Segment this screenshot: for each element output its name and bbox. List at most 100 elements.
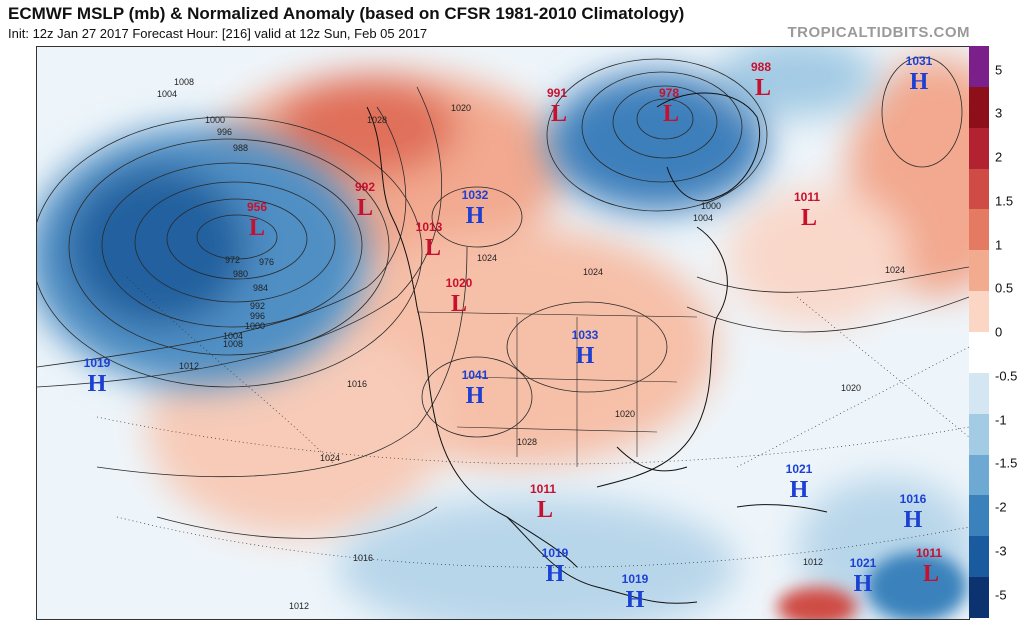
low-symbol: L	[923, 561, 939, 587]
high-symbol: H	[546, 561, 565, 587]
isobar-label: 1012	[803, 557, 823, 567]
high-symbol: H	[626, 587, 645, 613]
isobar-label: 1024	[885, 265, 905, 275]
coastline-cuba	[736, 504, 828, 513]
high-pressure-value: 1019	[622, 572, 649, 586]
isobar-label: 1016	[347, 379, 367, 389]
isobar	[134, 181, 336, 303]
colorbar-swatch	[969, 46, 989, 88]
colorbar-swatch	[969, 250, 989, 292]
colorbar-swatch	[969, 495, 989, 537]
isobar-label: 976	[259, 257, 274, 267]
isobar-label: 980	[233, 269, 248, 279]
lat-lon-grid	[96, 276, 969, 568]
low-symbol: L	[551, 101, 567, 127]
colorbar-swatch	[969, 332, 989, 374]
colorbar-swatch	[969, 291, 989, 333]
isobar-label: 1028	[517, 437, 537, 447]
low-center: 991 L	[547, 86, 567, 127]
low-symbol: L	[249, 215, 265, 241]
colorbar-label: 1	[995, 237, 1003, 253]
low-pressure-value: 1020	[446, 276, 473, 290]
isobar-label: 988	[233, 143, 248, 153]
isobar-label: 1020	[615, 409, 635, 419]
colorbar-swatch	[969, 209, 989, 251]
low-pressure-value: 1011	[530, 482, 556, 496]
high-center: 1019 H	[622, 572, 649, 613]
grid-line	[796, 296, 969, 438]
high-pressure-value: 1019	[542, 546, 569, 560]
chart-subtitle: Init: 12z Jan 27 2017 Forecast Hour: [21…	[8, 26, 428, 41]
low-center: 988 L	[751, 60, 771, 101]
low-center: 978 L	[659, 86, 679, 127]
pressure-centers: 1031 H 1032 H 1033 H 1041 H 1019 H 1021 …	[84, 54, 943, 613]
isobar-label: 1024	[583, 267, 603, 277]
high-symbol: H	[576, 343, 595, 369]
high-pressure-value: 1041	[462, 368, 489, 382]
high-center: 1031 H	[906, 54, 933, 95]
low-pressure-value: 1011	[916, 546, 942, 560]
isobar	[96, 246, 468, 478]
high-symbol: H	[88, 371, 107, 397]
isobar	[156, 506, 438, 539]
grid-line	[96, 416, 969, 465]
isobar	[101, 162, 363, 328]
colorbar-label: -1.5	[995, 455, 1018, 471]
low-pressure-value: 991	[547, 86, 567, 100]
low-pressure-value: 1011	[794, 190, 820, 204]
cold-anomaly-aleutian-core	[67, 167, 247, 327]
colorbar-swatch	[969, 127, 989, 170]
isobar-label: 984	[253, 283, 268, 293]
isobar-label: 1012	[289, 601, 309, 611]
coastline-greenland	[656, 92, 761, 202]
isobar-label: 1008	[174, 77, 194, 87]
isobar-label: 1004	[157, 89, 177, 99]
high-symbol: H	[790, 477, 809, 503]
colorbar-label: -3	[995, 543, 1007, 559]
isobar	[37, 106, 407, 368]
high-symbol: H	[910, 69, 929, 95]
high-pressure-value: 1019	[84, 356, 111, 370]
isobar-label: 1000	[205, 115, 225, 125]
warm-anomaly-south-america	[777, 587, 857, 619]
border-us-canada	[416, 311, 698, 318]
state-border	[466, 376, 678, 383]
colorbar-label: 2	[995, 149, 1003, 165]
low-pressure-value: 956	[247, 200, 267, 214]
coastline-mexico	[506, 516, 698, 604]
isobar-label: 1008	[223, 339, 243, 349]
high-center: 1016 H	[900, 492, 927, 533]
low-symbol: L	[801, 205, 817, 231]
colorbar-swatch	[969, 577, 989, 619]
high-pressure-value: 1021	[850, 556, 877, 570]
low-symbol: L	[425, 235, 441, 261]
isobar	[166, 198, 308, 280]
chart-title: ECMWF MSLP (mb) & Normalized Anomaly (ba…	[8, 4, 685, 23]
low-center: 1013 L	[416, 220, 443, 261]
map-svg: 1008 1004 1000 996 988 1028 1020 1024 10…	[37, 47, 969, 619]
isobar-label: 1000	[245, 321, 265, 331]
isobar	[37, 116, 423, 388]
high-symbol: H	[466, 203, 485, 229]
high-center: 1019 H	[84, 356, 111, 397]
isobar	[68, 138, 390, 356]
colorbar-label: 0	[995, 324, 1003, 340]
low-symbol: L	[451, 291, 467, 317]
isobar	[196, 214, 278, 260]
isobar-label: 1000	[701, 201, 721, 211]
cold-anomaly-mexico	[337, 497, 737, 619]
isobar-label: 972	[225, 255, 240, 265]
low-center: 1011 L	[530, 482, 556, 523]
low-symbol: L	[755, 75, 771, 101]
cold-anomaly-north	[717, 47, 877, 117]
isobars	[37, 56, 969, 539]
isobar-label: 1012	[179, 361, 199, 371]
isobar-label: 1020	[841, 383, 861, 393]
low-pressure-value: 1013	[416, 220, 443, 234]
low-center: 992 L	[355, 180, 375, 221]
high-pressure-value: 1021	[786, 462, 813, 476]
high-pressure-value: 1016	[900, 492, 927, 506]
isobar	[431, 186, 523, 248]
isobar	[881, 56, 963, 168]
colorbar-label: 1.5	[995, 193, 1014, 209]
